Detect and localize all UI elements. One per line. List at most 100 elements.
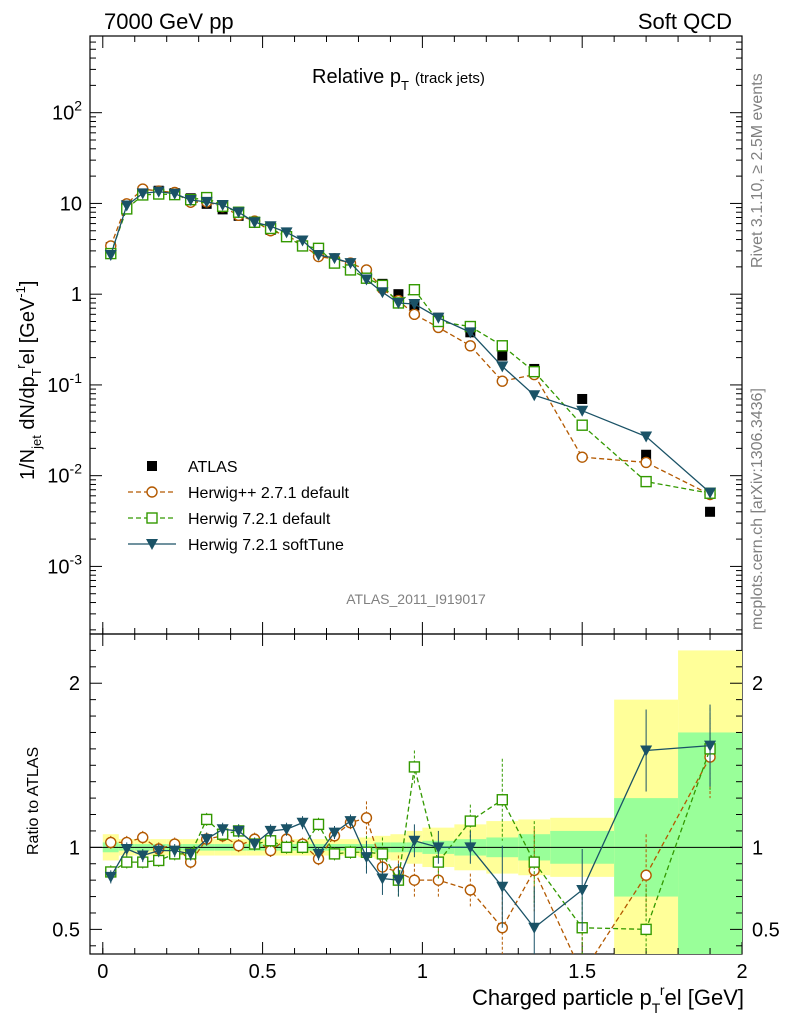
data-point	[640, 475, 652, 488]
x-axis-label: Charged particle pTrel [GeV]	[472, 982, 744, 1016]
ratio-point	[376, 848, 389, 860]
data-point	[248, 217, 261, 229]
rivet-version-label: Rivet 3.1.10, ≥ 2.5M events	[749, 73, 766, 268]
ratio-point	[360, 812, 373, 824]
series-line	[110, 188, 711, 496]
legend: ATLAS Herwig++ 2.7.1 default Herwig 7.2.1 …	[128, 459, 350, 554]
ratio-point	[464, 815, 477, 827]
ratio-point	[232, 839, 245, 852]
data-point	[393, 289, 404, 300]
ratio-point	[464, 884, 477, 896]
main-y-tick-label: 10	[60, 193, 82, 215]
ratio-point	[640, 869, 652, 881]
legend-marker	[147, 461, 157, 471]
ratio-point	[137, 831, 149, 844]
legend-marker	[146, 486, 158, 498]
data-point	[496, 340, 508, 352]
data-point	[408, 308, 421, 321]
data-point	[312, 250, 325, 262]
ratio-point	[296, 841, 309, 854]
ratio-point	[312, 818, 325, 831]
main-y-tick-label: 102	[52, 98, 82, 125]
ratio-point	[360, 852, 373, 864]
legend-marker	[146, 539, 158, 550]
data-point	[152, 186, 165, 198]
data-point	[528, 390, 541, 402]
data-point	[232, 207, 245, 219]
ratio-point	[200, 813, 213, 826]
data-point	[216, 200, 229, 212]
ratio-point	[496, 794, 508, 806]
ratio-y-tick-label-right: 1	[752, 837, 763, 859]
data-point	[432, 312, 445, 324]
ratio-point	[464, 842, 477, 854]
ratio-point	[640, 745, 653, 757]
ratio-point	[104, 871, 117, 883]
data-point	[576, 405, 589, 417]
series-line	[110, 190, 711, 494]
data-point	[640, 456, 652, 469]
ratio-point	[528, 856, 540, 868]
legend-label: ATLAS	[188, 459, 238, 476]
data-point	[464, 327, 477, 339]
ratio-point	[280, 841, 293, 854]
ratio-series-herwig-7-2-1-softtune	[104, 704, 717, 954]
data-point	[640, 431, 653, 443]
ratio-y-tick-label: 2	[69, 673, 80, 695]
ratio-point	[344, 846, 357, 858]
data-point	[200, 196, 213, 208]
ratio-point	[408, 874, 421, 886]
ratio-point	[432, 874, 445, 886]
legend-label: Herwig 7.2.1 default	[188, 511, 331, 528]
main-y-tick-label: 1	[71, 284, 82, 306]
data-point	[497, 350, 508, 361]
data-point	[376, 287, 389, 299]
data-point	[344, 258, 357, 270]
ratio-y-axis-label: Ratio to ATLAS	[25, 747, 42, 855]
main-panel-series	[104, 183, 717, 517]
main-y-tick-label: 10-1	[47, 370, 82, 397]
ratio-y-tick-label-right: 0.5	[752, 919, 780, 941]
data-point	[496, 375, 508, 387]
data-point	[576, 451, 588, 463]
data-point	[576, 419, 588, 431]
data-point	[577, 393, 588, 404]
ratio-point	[152, 845, 165, 857]
header-right-label: Soft QCD	[638, 9, 732, 34]
data-point	[464, 340, 477, 352]
ratio-point	[408, 835, 421, 847]
x-tick-label: 0.5	[249, 961, 277, 983]
ratio-point	[640, 923, 652, 936]
data-point	[705, 506, 716, 517]
ratio-point	[200, 834, 213, 846]
series-herwig-2-7-1-default	[105, 183, 716, 501]
x-tick-label: 1	[417, 961, 428, 983]
legend-label: Herwig++ 2.7.1 default	[188, 485, 350, 502]
data-point	[496, 361, 509, 373]
data-point	[104, 250, 117, 262]
series-line	[110, 193, 711, 494]
x-tick-label: 0	[97, 961, 108, 983]
ratio-point	[248, 839, 261, 851]
svg-text:1/Njet dN/dpTrel [GeV-1]: 1/Njet dN/dpTrel [GeV-1]	[13, 281, 44, 480]
ratio-point	[528, 922, 541, 934]
ratio-point	[184, 848, 197, 860]
ratio-point	[704, 740, 717, 752]
legend-label: Herwig 7.2.1 softTune	[188, 537, 344, 554]
data-point	[328, 253, 341, 265]
ratio-point	[120, 843, 133, 855]
header-left-label: 7000 GeV pp	[104, 9, 234, 34]
ratio-point	[264, 825, 277, 837]
ratio-point	[344, 816, 357, 828]
x-tick-label: 2	[736, 961, 747, 983]
main-y-tick-label: 10-3	[47, 551, 82, 578]
series-herwig-7-2-1-default	[105, 188, 716, 499]
main-y-axis-label: 1/Njet dN/dpTrel [GeV-1]	[13, 281, 44, 480]
ratio-point	[232, 825, 245, 837]
ratio-point	[376, 873, 389, 885]
ratio-point	[296, 817, 309, 829]
ratio-y-tick-label: 0.5	[52, 919, 80, 941]
data-point	[408, 284, 421, 296]
data-point	[264, 221, 277, 233]
